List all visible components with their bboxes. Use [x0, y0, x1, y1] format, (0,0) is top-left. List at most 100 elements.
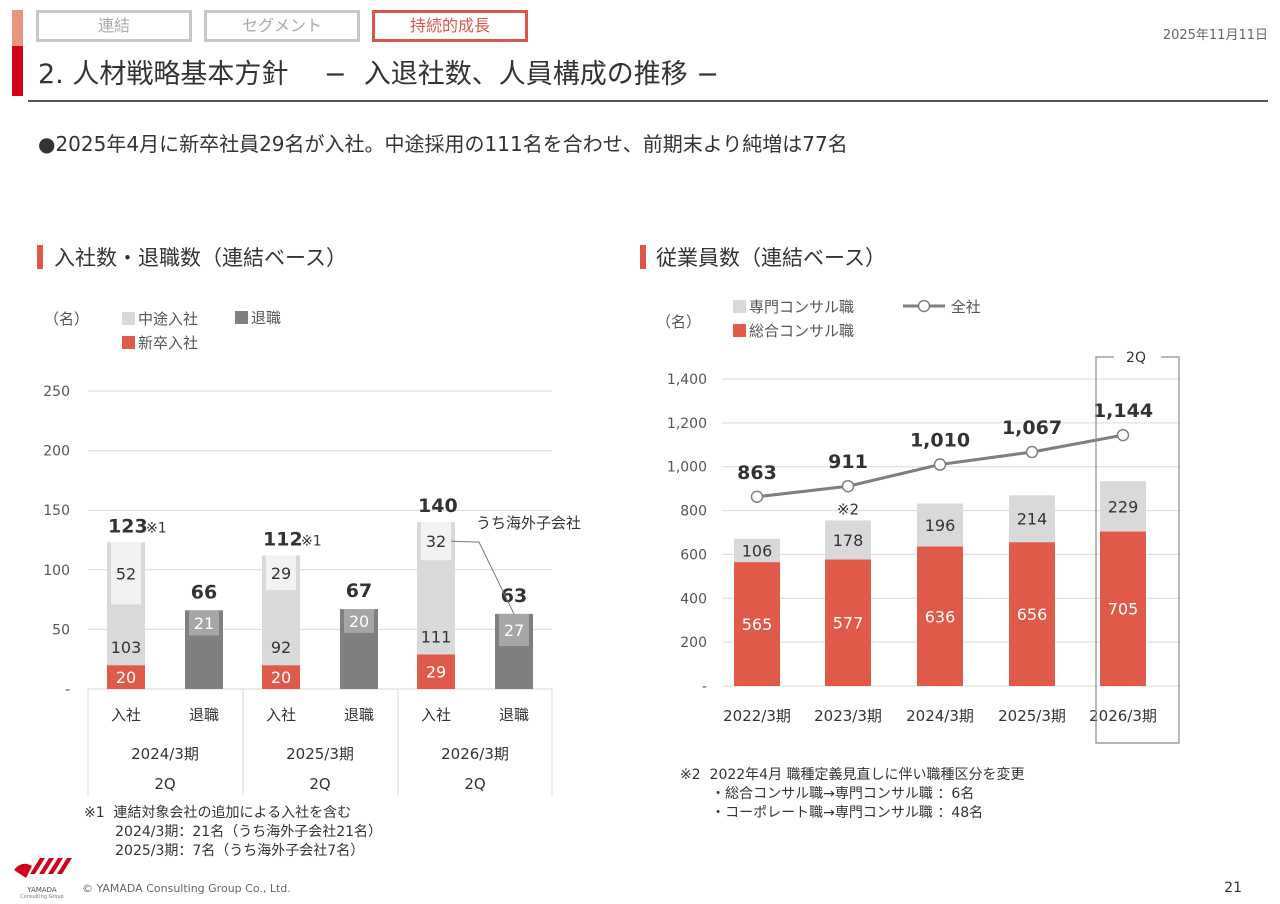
data-label-specialist: 196: [925, 516, 956, 535]
line-point-total: [1025, 445, 1039, 459]
header-accent-dark: [12, 46, 23, 96]
x-label-join: 入社: [266, 706, 296, 724]
data-label-total: 1,010: [910, 430, 970, 452]
legend-swatch-new-grad: [122, 336, 135, 349]
legend-total: 全社: [902, 296, 981, 317]
data-label-leave-total: 67: [346, 580, 372, 602]
data-label-leave-overseas: 27: [504, 621, 524, 640]
data-label-join-total: 140: [418, 495, 458, 517]
bar-join-overseas: [421, 522, 451, 561]
x-tick-label: 2024/3期: [906, 707, 974, 725]
data-label-general: 636: [925, 607, 956, 626]
data-label-new-grad: 29: [426, 663, 446, 682]
bar-specialist-consultant: [917, 503, 963, 547]
bar-new-grad: [107, 665, 145, 689]
bar-general-consultant: [1009, 542, 1055, 686]
summary-bullet: ●2025年4月に新卒社員29名が入社。中途採用の111名を合わせ、前期末より純…: [38, 132, 848, 156]
data-label-overseas: 29: [271, 564, 291, 583]
headcount-chart: - 200 400 600 800 1,000 1,200 1,400 565 106 2022/3…: [667, 350, 1180, 744]
data-label-leave-overseas: 21: [194, 614, 214, 633]
tab-consolidated[interactable]: 連結: [36, 10, 192, 42]
tab-sustainable-growth[interactable]: 持続的成長: [372, 10, 528, 42]
bar-general-consultant: [825, 559, 871, 686]
y-tick-label: -: [702, 679, 707, 695]
data-label-general: 705: [1108, 600, 1139, 619]
legend-label: 専門コンサル職: [749, 298, 855, 316]
y-tick-label: 100: [43, 563, 70, 579]
footnote-2-line: ・総合コンサル職→専門コンサル職 ：6名: [680, 786, 975, 802]
x-label-join: 入社: [111, 706, 141, 724]
data-label-join-total: 112: [263, 528, 303, 550]
x-label-sub: 2Q: [309, 775, 330, 793]
section-accent-right: [640, 245, 646, 269]
data-label-overseas: 32: [426, 532, 446, 551]
data-label-general: 656: [1017, 605, 1048, 624]
data-label-new-grad: 20: [116, 668, 136, 687]
bar-specialist-consultant: [1100, 481, 1146, 532]
legend-leave: 退職: [235, 307, 281, 328]
y-tick-label: 250: [43, 384, 70, 400]
bar-leave-overseas: [499, 613, 529, 647]
bar-specialist-consultant: [825, 520, 871, 560]
x-label-period: 2025/3期: [286, 745, 354, 763]
legend-label: 全社: [950, 298, 981, 316]
tab-segment[interactable]: セグメント: [204, 10, 360, 42]
legend-swatch-specialist: [733, 300, 746, 313]
company-logo: YAMADA Consulting Group: [12, 856, 72, 900]
line-point-total: [933, 458, 947, 471]
right-chart-title: 従業員数（連結ベース）: [656, 246, 886, 270]
left-chart-title: 入社数・退職数（連結ベース）: [54, 246, 347, 270]
date: 2025年11月11日: [1162, 28, 1268, 43]
x-tick-label: 2022/3期: [723, 707, 791, 725]
data-label-specialist: 214: [1017, 510, 1048, 529]
x-tick-label: 2026/3期: [1089, 707, 1157, 725]
left-y-unit: （名）: [44, 310, 90, 328]
page-number: 21: [1224, 880, 1242, 896]
footnote-1: ※1 連結対象会社の追加による入社を含む 2024/3期：21名（うち海外子会社…: [84, 804, 382, 861]
y-tick-label: 150: [43, 503, 70, 519]
header-accent-light: [12, 10, 23, 46]
y-tick-label: 1,200: [667, 416, 707, 432]
data-label-mid-career: 92: [271, 638, 291, 657]
x-label-period: 2024/3期: [131, 745, 199, 763]
y-tick-label: 1,000: [667, 460, 707, 476]
bar-join-overseas: [266, 555, 296, 591]
x-label-sub: 2Q: [154, 775, 175, 793]
footnote-1-line: ※1 連結対象会社の追加による入社を含む: [84, 805, 352, 821]
legend-swatch-general: [733, 324, 746, 337]
footnote-2: ※2 2022年4月 職種定義見直しに伴い職種区分を変更 ・総合コンサル職→専門…: [680, 766, 1025, 823]
y-tick-label: 400: [680, 591, 707, 607]
line-point-total: [841, 479, 855, 493]
x-tick-label: 2023/3期: [814, 707, 882, 725]
line-point-total: [1116, 428, 1130, 442]
x-label-leave: 退職: [344, 706, 374, 724]
data-label-leave-overseas: 20: [349, 612, 369, 631]
x-label-leave: 退職: [499, 706, 529, 724]
data-label-total: 1,067: [1002, 417, 1062, 439]
y-tick-label: 1,400: [667, 372, 707, 388]
data-label-total: 1,144: [1093, 400, 1153, 422]
section-accent-left: [37, 245, 43, 269]
bar-join-overseas: [111, 542, 141, 605]
legend-label: 中途入社: [138, 310, 199, 328]
x-label-leave: 退職: [189, 706, 219, 724]
header-divider: [28, 100, 1268, 102]
x-label-period: 2026/3期: [441, 745, 509, 763]
logo-mark-icon: [14, 858, 72, 878]
data-label-leave-total: 66: [191, 581, 217, 603]
legend-general: 総合コンサル職: [733, 320, 854, 341]
footnote-2-line: ※2 2022年4月 職種定義見直しに伴い職種区分を変更: [680, 767, 1025, 783]
data-label-specialist: 178: [833, 531, 864, 550]
legend-mid-career: 中途入社: [122, 308, 198, 329]
y-tick-label: 800: [680, 504, 707, 520]
legend-label: 退職: [251, 309, 282, 327]
bar-general-consultant: [734, 562, 780, 686]
line-circle-icon: [903, 299, 945, 313]
y-tick-label: 600: [680, 547, 707, 563]
annotation-overseas: うち海外子会社: [476, 514, 581, 532]
page-title: 2. 人材戦略基本方針 − 入退社数、人員構成の推移 −: [38, 59, 719, 90]
legend-specialist: 専門コンサル職: [733, 296, 854, 317]
legend-label: 総合コンサル職: [749, 322, 855, 340]
logo-subtext: Consulting Group: [20, 894, 64, 900]
